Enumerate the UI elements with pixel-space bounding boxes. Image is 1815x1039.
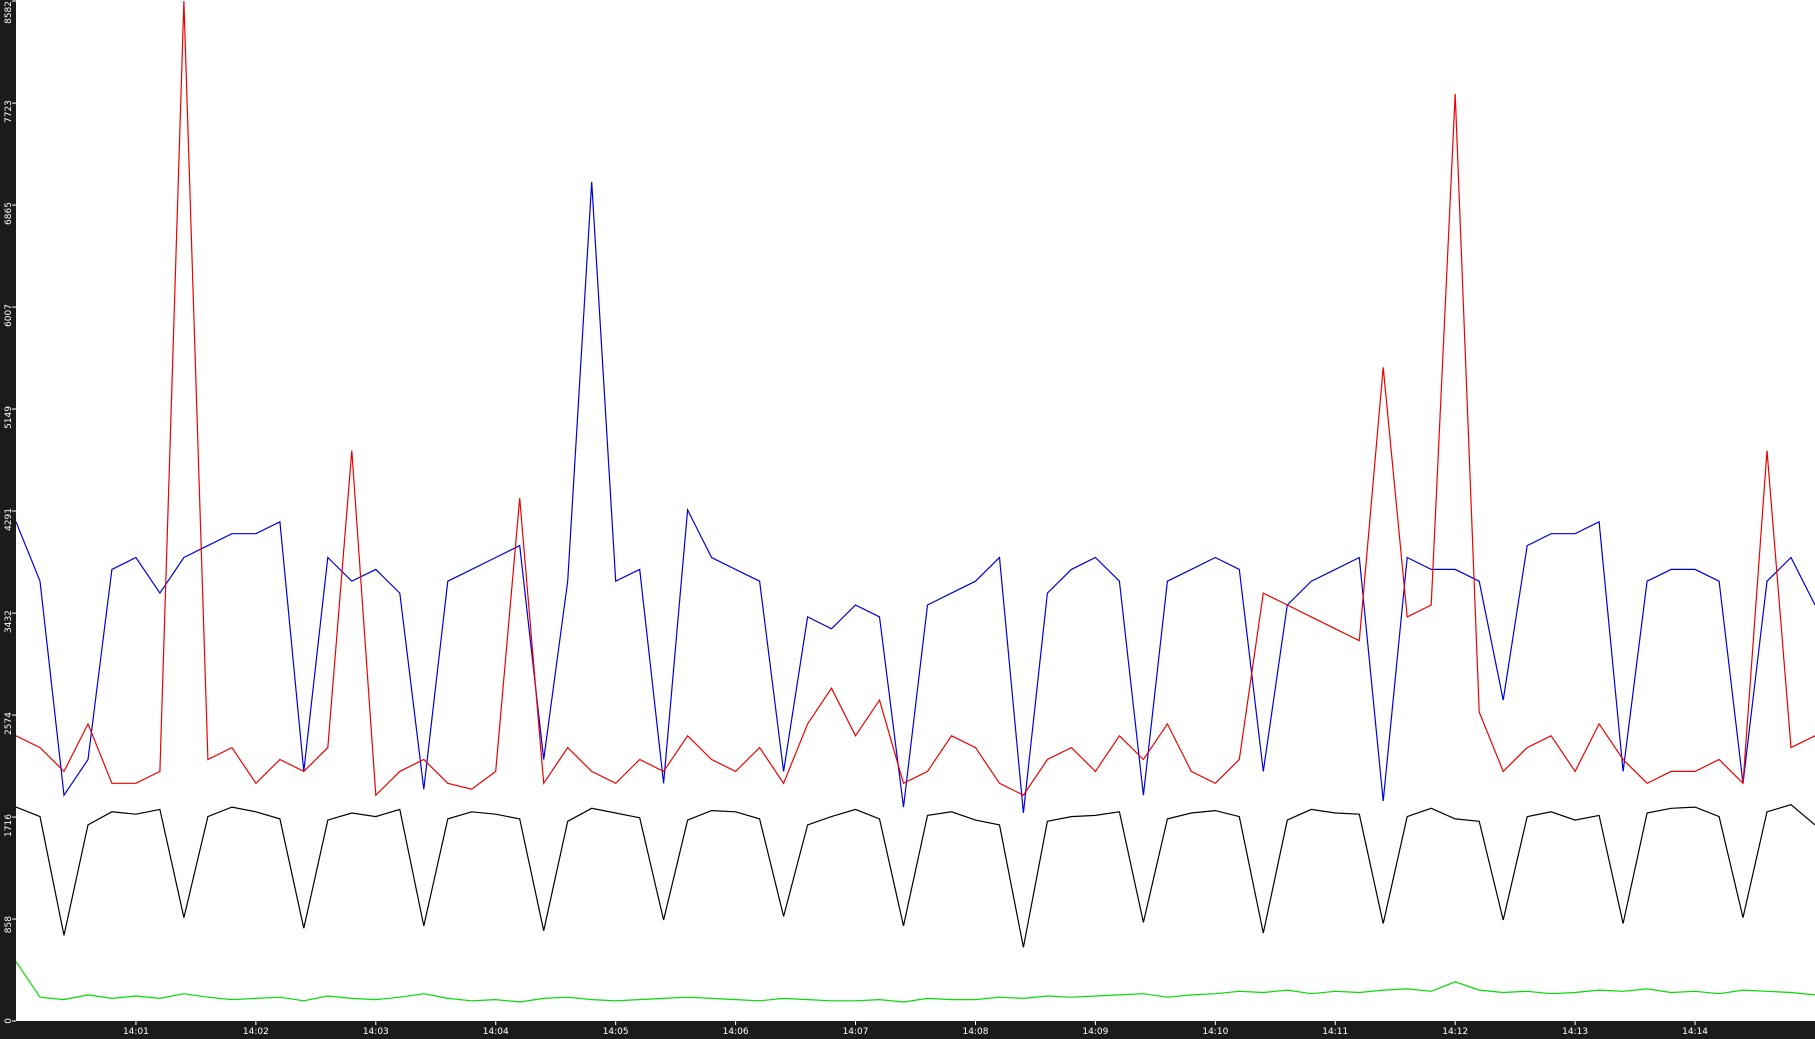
y-axis-strip (0, 0, 16, 1039)
x-tick-label: 14:13 (1562, 1027, 1588, 1037)
x-axis-strip (0, 1021, 1815, 1039)
x-tick-label: 14:10 (1202, 1027, 1228, 1037)
series-line (15, 0, 1815, 797)
x-tick-label: 14:01 (123, 1027, 149, 1037)
x-tick-label: 14:09 (1082, 1027, 1108, 1037)
y-tick-label: 2574 (4, 712, 14, 735)
y-tick-label: 6865 (4, 202, 14, 225)
y-tick-label: 4291 (4, 508, 14, 531)
x-tick-label: 14:14 (1682, 1027, 1708, 1037)
y-tick-label: 5149 (4, 406, 14, 429)
y-tick-label: 1716 (4, 814, 14, 837)
y-tick-label: 0 (4, 1018, 14, 1024)
y-tick-label: 858 (4, 916, 14, 933)
x-tick-label: 14:06 (723, 1027, 749, 1037)
series-line (15, 804, 1815, 948)
y-tick-label: 7723 (4, 100, 14, 123)
y-tick-label: 8582 (4, 1, 14, 24)
x-tick-label: 14:03 (363, 1027, 389, 1037)
x-tick-label: 14:08 (962, 1027, 988, 1037)
series-line (15, 961, 1815, 1003)
series-line (15, 181, 1815, 814)
x-tick-label: 14:12 (1442, 1027, 1468, 1037)
x-tick-label: 14:02 (243, 1027, 269, 1037)
x-tick-label: 14:07 (843, 1027, 869, 1037)
y-tick-label: 3432 (4, 610, 14, 633)
x-tick-label: 14:11 (1322, 1027, 1348, 1037)
y-tick-label: 6007 (4, 304, 14, 327)
x-tick-label: 14:05 (603, 1027, 629, 1037)
x-tick-label: 14:04 (483, 1027, 509, 1037)
